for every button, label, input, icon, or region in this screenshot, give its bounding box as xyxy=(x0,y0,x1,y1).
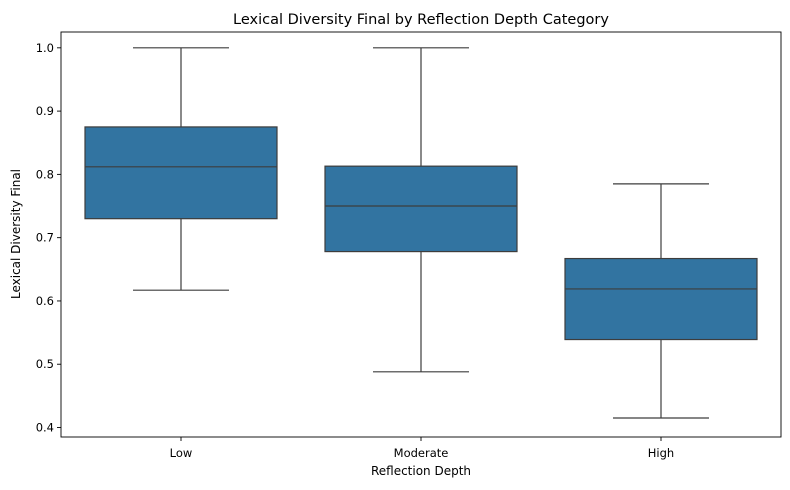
x-tick-label: Low xyxy=(170,446,193,460)
x-axis: Low Moderate High xyxy=(170,437,674,460)
x-tick-label: Moderate xyxy=(394,446,449,460)
y-tick-label: 0.9 xyxy=(36,104,54,118)
y-tick-label: 0.6 xyxy=(36,294,54,308)
y-axis: 0.4 0.5 0.6 0.7 0.8 0.9 1.0 xyxy=(36,41,61,435)
y-tick-label: 0.4 xyxy=(36,421,54,435)
box-low xyxy=(84,47,278,291)
box-high xyxy=(564,183,758,419)
y-tick-label: 0.8 xyxy=(36,167,54,181)
y-tick-label: 0.7 xyxy=(36,231,54,245)
x-axis-label: Reflection Depth xyxy=(371,464,471,478)
y-tick-label: 0.5 xyxy=(36,357,54,371)
boxes-group xyxy=(84,47,758,419)
box-moderate xyxy=(324,47,518,373)
y-axis-label: Lexical Diversity Final xyxy=(9,169,23,299)
box-iqr xyxy=(564,257,758,341)
box-iqr xyxy=(324,165,518,253)
box-iqr xyxy=(84,126,278,220)
y-tick-label: 1.0 xyxy=(36,41,54,55)
chart-title: Lexical Diversity Final by Reflection De… xyxy=(233,12,609,28)
x-tick-label: High xyxy=(648,446,674,460)
